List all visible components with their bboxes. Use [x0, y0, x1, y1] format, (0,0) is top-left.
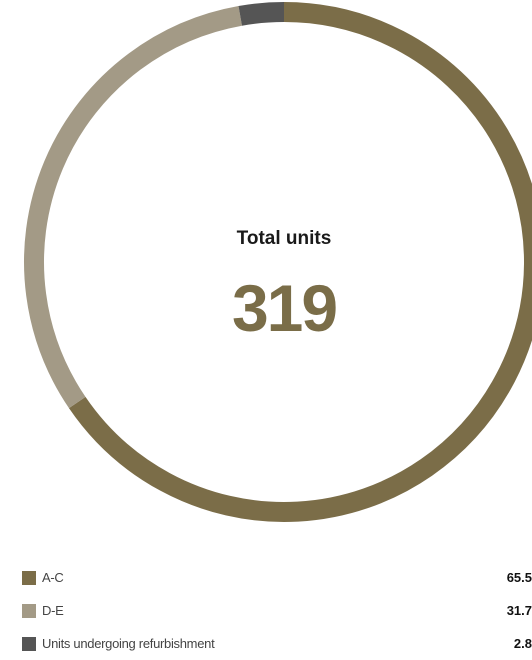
legend-swatch-a-c [22, 570, 36, 585]
legend: A-C 65.5 D-E 31.7 Units undergoing refur… [22, 561, 532, 660]
donut-slice-d-e [24, 6, 243, 409]
legend-item-a-c: A-C 65.5 [22, 561, 532, 594]
legend-swatch-refurbishment [22, 636, 36, 651]
legend-value-a-c: 65.5 [506, 570, 532, 585]
legend-value-refurbishment: 2.8 [513, 636, 532, 651]
legend-item-refurbishment: Units undergoing refurbishment 2.8 [22, 627, 532, 660]
legend-label-refurbishment: Units undergoing refurbishment [42, 636, 215, 651]
center-total-value: 319 [231, 271, 338, 345]
legend-value-d-e: 31.7 [506, 603, 532, 618]
donut-chart [24, 2, 532, 522]
center-title: Total units [236, 228, 332, 249]
donut-slice-units-undergoing-refurbishment [238, 2, 285, 26]
donut-slice-a-c [68, 2, 532, 522]
legend-label-a-c: A-C [42, 570, 64, 585]
donut-slices [24, 2, 532, 522]
legend-swatch-d-e [22, 603, 36, 618]
legend-item-d-e: D-E 31.7 [22, 594, 532, 627]
legend-label-d-e: D-E [42, 603, 64, 618]
